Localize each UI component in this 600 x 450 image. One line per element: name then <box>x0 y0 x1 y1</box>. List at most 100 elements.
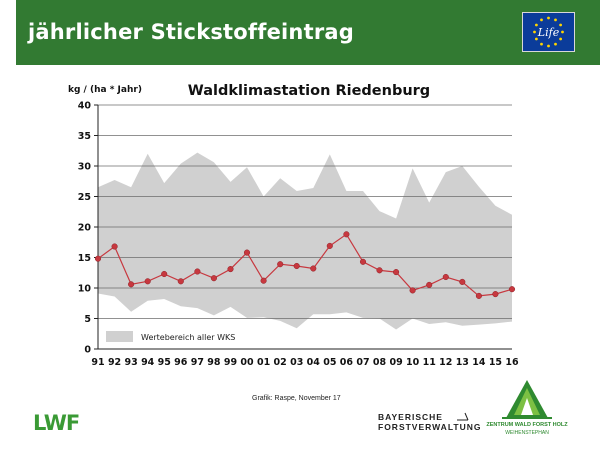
x-tick-label: 09 <box>389 357 402 365</box>
data-point <box>260 277 267 284</box>
footer: Grafik: Raspe, November 17 LWF BAYERISCH… <box>0 360 600 450</box>
x-tick-label: 16 <box>505 357 519 365</box>
x-tick-label: 03 <box>290 357 303 365</box>
point-layer <box>94 231 516 299</box>
eu-star-10 <box>554 18 557 22</box>
bayern-line2: FORSTVERWALTUNG <box>378 422 482 432</box>
y-tick-label: 5 <box>84 314 91 325</box>
x-tick-label: 92 <box>108 357 121 365</box>
y-tick-label: 0 <box>84 345 91 356</box>
x-tick-label: 00 <box>240 357 254 365</box>
eu-star-0 <box>561 30 564 34</box>
x-tick-label: 93 <box>125 357 138 365</box>
x-tick-label: 02 <box>274 357 287 365</box>
header-notch <box>0 0 16 65</box>
data-point <box>426 281 433 288</box>
eu-star-4 <box>540 42 543 46</box>
header: jährlicher Stickstoffeintrag Life <box>0 0 600 65</box>
zentrum-wald-forst-holz-logo: ZENTRUM WALD FORST HOLZ WEIHENSTEPHAN <box>480 378 574 450</box>
zentrum-line2: WEIHENSTEPHAN <box>505 430 549 436</box>
y-tick-label: 35 <box>78 131 91 142</box>
eu-star-1 <box>559 37 562 41</box>
legend: Wertebereich aller WKS <box>106 331 235 342</box>
eu-star-7 <box>535 23 538 27</box>
bayern-stripe-icon <box>457 412 469 421</box>
eu-life-logo: Life <box>522 12 575 52</box>
data-point <box>359 258 367 265</box>
source-note: Grafik: Raspe, November 17 <box>252 395 341 402</box>
data-point <box>310 265 317 272</box>
data-point <box>508 286 516 293</box>
data-point <box>343 231 350 238</box>
eu-star-11 <box>559 23 562 27</box>
x-tick-label: 13 <box>456 357 469 365</box>
eu-star-9 <box>547 16 550 20</box>
data-point <box>227 266 234 273</box>
data-point <box>442 273 449 281</box>
y-tick-label: 25 <box>78 192 91 203</box>
y-axis-label: kg / (ha * Jahr) <box>68 85 142 95</box>
x-tick-label: 94 <box>141 357 155 365</box>
eu-star-8 <box>540 18 543 22</box>
data-point <box>459 278 466 285</box>
data-point <box>94 255 102 262</box>
bayerische-forstverwaltung-logo: BAYERISCHE FORSTVERWALTUNG <box>378 407 480 441</box>
x-tick-label: 99 <box>224 357 237 365</box>
zentrum-tree-icon <box>502 380 552 419</box>
chart-title: Waldklimastation Riedenburg <box>188 83 430 99</box>
x-tick-label: 14 <box>472 357 486 365</box>
y-tick-label: 30 <box>78 162 92 173</box>
x-tick-label: 15 <box>489 357 502 365</box>
zentrum-line1: ZENTRUM WALD FORST HOLZ <box>486 422 568 428</box>
eu-star-6 <box>533 30 536 34</box>
y-tick-label: 10 <box>78 284 92 295</box>
data-point <box>144 278 151 285</box>
data-point <box>128 281 135 288</box>
y-tick-label: 20 <box>78 223 92 234</box>
x-tick-label: 10 <box>406 357 420 365</box>
data-point <box>194 268 201 275</box>
eu-star-3 <box>547 44 550 48</box>
x-tick-label: 07 <box>356 357 369 365</box>
data-point <box>277 261 284 268</box>
data-point <box>376 267 383 274</box>
legend-swatch <box>106 331 133 342</box>
data-point <box>177 278 184 285</box>
band-layer <box>98 152 512 330</box>
y-tick-label: 40 <box>78 101 92 112</box>
x-tick-label: 01 <box>257 357 270 365</box>
x-tick-label: 96 <box>174 357 188 365</box>
lwf-logo-icon: LWF <box>33 411 80 435</box>
x-tick-label: 06 <box>340 357 354 365</box>
header-band <box>0 0 600 65</box>
y-tick-label: 15 <box>78 253 91 264</box>
x-tick-label: 04 <box>307 357 321 365</box>
data-point <box>243 249 251 256</box>
eu-star-2 <box>554 42 557 46</box>
chart-svg: Waldklimastation Riedenburg kg / (ha * J… <box>68 83 519 369</box>
x-tick-label: 91 <box>91 357 104 365</box>
x-tick-label: 05 <box>323 357 336 365</box>
bayern-line1: BAYERISCHE <box>378 412 443 422</box>
x-tick-label: 98 <box>207 357 221 365</box>
eu-stars-icon: Life <box>533 16 564 48</box>
data-point <box>293 262 300 270</box>
data-point <box>475 292 482 299</box>
legend-label: Wertebereich aller WKS <box>141 333 235 342</box>
x-tick-label: 08 <box>373 357 387 365</box>
data-point <box>210 275 217 282</box>
data-point <box>393 269 400 276</box>
range-band <box>98 152 512 330</box>
data-point <box>326 242 333 249</box>
page-title: jährlicher Stickstoffeintrag <box>28 20 354 44</box>
data-point <box>111 243 118 250</box>
chart: Waldklimastation Riedenburg kg / (ha * J… <box>0 65 600 369</box>
x-tick-label: 95 <box>158 357 171 365</box>
grid-layer <box>98 104 512 319</box>
lwf-logo: LWF <box>33 408 81 436</box>
x-tick-label: 12 <box>439 357 452 365</box>
data-point <box>492 291 499 298</box>
eu-star-5 <box>535 37 538 41</box>
x-tick-label: 11 <box>423 357 436 365</box>
